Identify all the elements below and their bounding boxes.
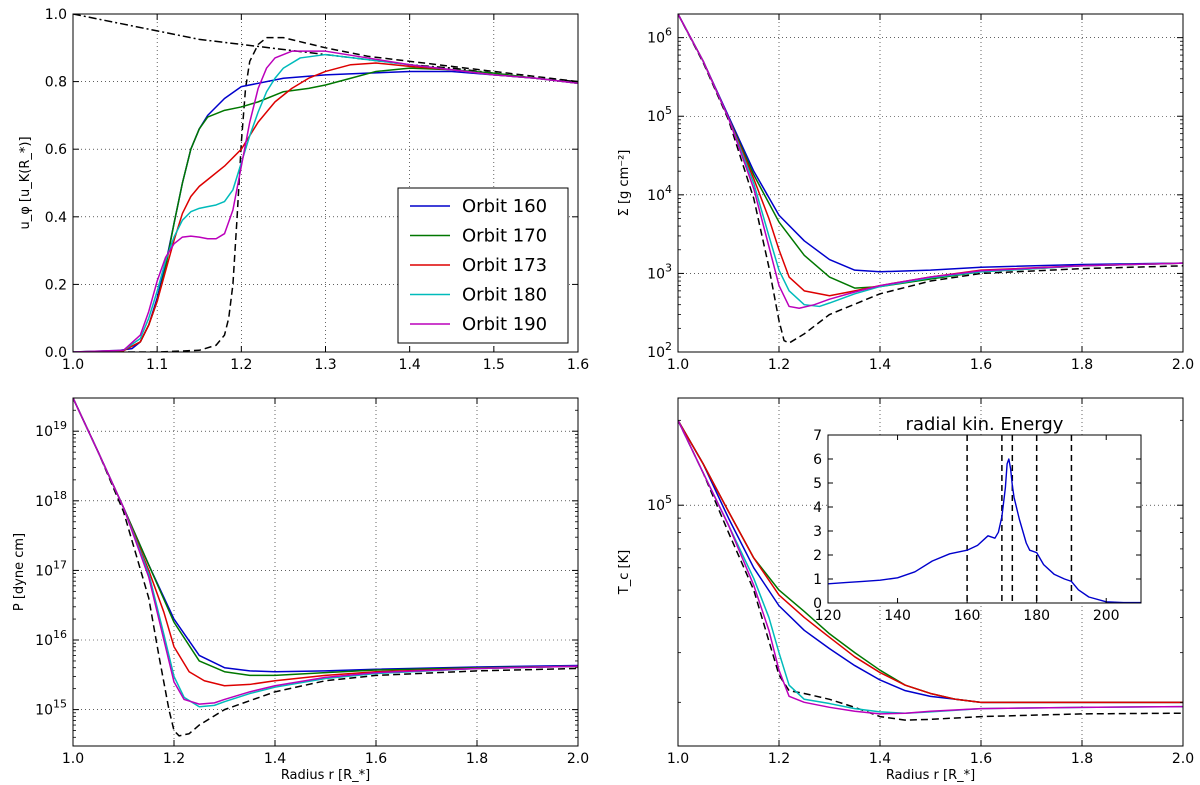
y-tick-label: 0.4 bbox=[45, 210, 67, 226]
x-tick-label: 160 bbox=[954, 608, 981, 624]
legend: Orbit 160 Orbit 170 Orbit 173 Orbit 180 Orbi… bbox=[397, 187, 569, 344]
x-tick-label: 1.1 bbox=[146, 357, 168, 373]
y-tick-label: 0.6 bbox=[45, 142, 67, 158]
x-tick-label: 1.4 bbox=[869, 751, 891, 767]
x-tick-label: 1.6 bbox=[567, 357, 589, 373]
x-tick-label: 1.0 bbox=[62, 357, 84, 373]
y-tick-label: 5 bbox=[813, 476, 822, 492]
x-tick-label: 1.2 bbox=[768, 357, 790, 373]
x-tick-label: 1.8 bbox=[466, 751, 488, 767]
x-tick-label: 1.0 bbox=[62, 751, 84, 767]
y-tick-label: 1016 bbox=[35, 628, 67, 649]
x-tick-label: 2.0 bbox=[567, 751, 589, 767]
x-tick-label: 1.3 bbox=[314, 357, 336, 373]
y-tick-label: 106 bbox=[647, 26, 672, 47]
y-tick-label: 105 bbox=[647, 493, 672, 514]
x-tick-label: 1.6 bbox=[970, 357, 992, 373]
y-tick-label: 1 bbox=[813, 572, 822, 588]
x-axis-label: Radius r [R_*] bbox=[886, 768, 975, 783]
y-tick-label: 1018 bbox=[35, 489, 67, 510]
y-axis-label: T_c [K] bbox=[617, 550, 632, 595]
legend-label-orbit-170: Orbit 170 bbox=[462, 226, 547, 247]
x-tick-label: 1.4 bbox=[399, 357, 421, 373]
x-tick-label: 1.2 bbox=[163, 751, 185, 767]
x-tick-label: 200 bbox=[1093, 608, 1120, 624]
legend-label-orbit-190: Orbit 190 bbox=[462, 314, 547, 335]
x-tick-label: 1.5 bbox=[483, 357, 505, 373]
y-tick-label: 3 bbox=[813, 524, 822, 540]
x-tick-label: 1.6 bbox=[970, 751, 992, 767]
legend-label-orbit-160: Orbit 160 bbox=[462, 196, 547, 217]
chart-inset: 120 140 160 180 200 0 1 2 3 4 5 6 7 radial kin. Energ… bbox=[813, 414, 1142, 624]
plot-frame bbox=[677, 397, 1184, 747]
legend-label-orbit-180: Orbit 180 bbox=[462, 285, 547, 306]
x-tick-label: 2.0 bbox=[1172, 357, 1194, 373]
y-tick-label: 1.0 bbox=[45, 7, 67, 23]
series-orbit-173 bbox=[678, 419, 1183, 704]
y-axis-label: u_φ [u_K(R_*)] bbox=[18, 136, 33, 229]
reference-line-dashed bbox=[73, 398, 578, 737]
reference-line-dashed bbox=[73, 36, 578, 352]
x-tick-label: 1.6 bbox=[365, 751, 387, 767]
series-orbit-190 bbox=[73, 398, 578, 705]
series-orbit-180 bbox=[73, 53, 578, 352]
chart-p1: 1.0 1.1 1.2 1.3 1.4 1.5 1.6 0.0 0.2 0.4 0.6 0.8 1.0 u… bbox=[18, 7, 589, 373]
x-axis-label: Radius r [R_*] bbox=[281, 768, 370, 783]
y-tick-label: 0.8 bbox=[45, 75, 67, 91]
plot-area bbox=[828, 435, 1141, 603]
plot-area bbox=[73, 398, 578, 746]
plot-area bbox=[678, 14, 1183, 352]
y-tick-label: 105 bbox=[647, 104, 672, 125]
x-tick-label: 1.4 bbox=[264, 751, 286, 767]
chart-p3: 1.0 1.2 1.4 1.6 1.8 2.0 1015 1016 1017 1018 1019 P … bbox=[12, 397, 589, 783]
x-tick-label: 1.8 bbox=[1071, 357, 1093, 373]
y-tick-label: 1019 bbox=[35, 419, 67, 440]
x-tick-label: 1.2 bbox=[768, 751, 790, 767]
series-orbit-190 bbox=[73, 50, 578, 352]
x-tick-label: 2.0 bbox=[1172, 751, 1194, 767]
x-tick-label: 180 bbox=[1023, 608, 1050, 624]
y-axis-label: Σ [g cm⁻²] bbox=[617, 150, 632, 217]
plot-frame bbox=[827, 434, 1142, 604]
x-tick-label: 1.4 bbox=[869, 357, 891, 373]
y-tick-label: 2 bbox=[813, 548, 822, 564]
y-tick-label: 104 bbox=[647, 183, 672, 204]
series-radial-kin.-energy bbox=[828, 458, 1141, 603]
series-orbit-190 bbox=[678, 14, 1183, 310]
x-tick-label: 1.0 bbox=[667, 751, 689, 767]
y-tick-label: 4 bbox=[813, 500, 822, 516]
plot-frame bbox=[72, 397, 579, 747]
legend-label-orbit-173: Orbit 173 bbox=[462, 255, 547, 276]
y-tick-label: 0 bbox=[813, 596, 822, 612]
x-tick-label: 1.8 bbox=[1071, 751, 1093, 767]
y-tick-label: 102 bbox=[647, 340, 672, 361]
y-tick-label: 0.2 bbox=[45, 277, 67, 293]
y-tick-label: 103 bbox=[647, 261, 672, 282]
y-axis-label: P [dyne cm] bbox=[12, 533, 27, 611]
x-tick-label: 140 bbox=[884, 608, 911, 624]
y-tick-label: 0.0 bbox=[45, 345, 67, 361]
series-orbit-173 bbox=[73, 62, 578, 352]
x-tick-label: 120 bbox=[815, 608, 842, 624]
plot-frame bbox=[677, 13, 1184, 353]
x-tick-label: 1.2 bbox=[230, 357, 252, 373]
y-tick-label: 6 bbox=[813, 452, 822, 468]
series-orbit-190 bbox=[678, 420, 1183, 715]
y-tick-label: 1015 bbox=[35, 698, 67, 719]
reference-line-dashed bbox=[678, 14, 1183, 344]
chart-p2: 1.0 1.2 1.4 1.6 1.8 2.0 102 103 104 105 106 Σ [g cm… bbox=[617, 13, 1194, 373]
reference-line-dashdot bbox=[73, 14, 578, 83]
y-tick-label: 1017 bbox=[35, 558, 67, 579]
inset-title: radial kin. Energy bbox=[906, 414, 1064, 435]
x-tick-label: 1.0 bbox=[667, 357, 689, 373]
reference-line-dashed bbox=[678, 420, 1183, 721]
y-tick-label: 7 bbox=[813, 428, 822, 444]
